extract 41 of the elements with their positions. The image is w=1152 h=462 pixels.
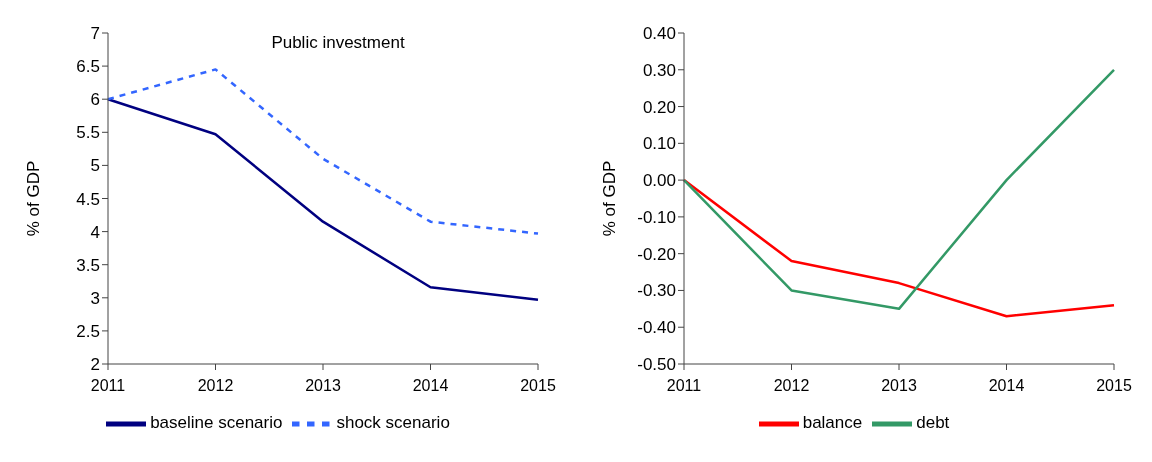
- y-tick-label: 7: [90, 24, 100, 44]
- y-tick-label: 3.5: [76, 255, 100, 275]
- y-tick-label: 4.5: [76, 189, 100, 209]
- x-tick-label: 2014: [988, 377, 1025, 395]
- x-tick-label: 2012: [197, 377, 234, 395]
- y-tick-label: 0.40: [642, 24, 676, 44]
- y-tick-label: 2.5: [76, 321, 100, 341]
- y-tick-label: 0.10: [642, 134, 676, 154]
- y-tick-label: -0.10: [637, 207, 676, 227]
- x-tick-label: 2013: [305, 377, 341, 395]
- x-tick-label: 2012: [773, 377, 810, 395]
- legend-label: balance: [802, 413, 863, 433]
- y-axis-title: % of GDP: [24, 160, 44, 237]
- y-tick-label: 6: [90, 90, 100, 110]
- y-tick-label: 5.5: [76, 123, 100, 143]
- line-series: [682, 68, 1116, 311]
- y-tick-label: -0.30: [637, 281, 676, 301]
- x-tick-label: 2011: [666, 377, 702, 395]
- y-tick-label: 5: [90, 156, 100, 176]
- legend-label: debt: [916, 413, 950, 433]
- y-tick-label: 0.30: [642, 60, 676, 80]
- y-tick-label: 6.5: [76, 57, 100, 77]
- x-tick-label: 2011: [90, 377, 126, 395]
- x-tick-label: 2013: [881, 377, 917, 395]
- y-tick-label: 3: [90, 288, 100, 308]
- line-series: [106, 97, 540, 302]
- y-tick-label: -0.40: [637, 318, 676, 338]
- y-tick-label: 0.00: [642, 171, 676, 191]
- chart-title: Public investment: [271, 33, 405, 52]
- y-tick-label: 2: [90, 355, 100, 375]
- legend-label: baseline scenario: [150, 413, 283, 433]
- y-tick-label: 0.20: [642, 97, 676, 117]
- y-axis-title: % of GDP: [600, 160, 620, 237]
- y-tick-label: -0.50: [637, 355, 676, 375]
- x-tick-label: 2015: [1096, 377, 1132, 395]
- y-tick-label: -0.20: [637, 244, 676, 264]
- line-series: [106, 68, 540, 235]
- legend-label: shock scenario: [336, 413, 450, 433]
- x-tick-label: 2015: [520, 377, 556, 395]
- y-tick-label: 4: [90, 222, 100, 242]
- x-tick-label: 2014: [412, 377, 449, 395]
